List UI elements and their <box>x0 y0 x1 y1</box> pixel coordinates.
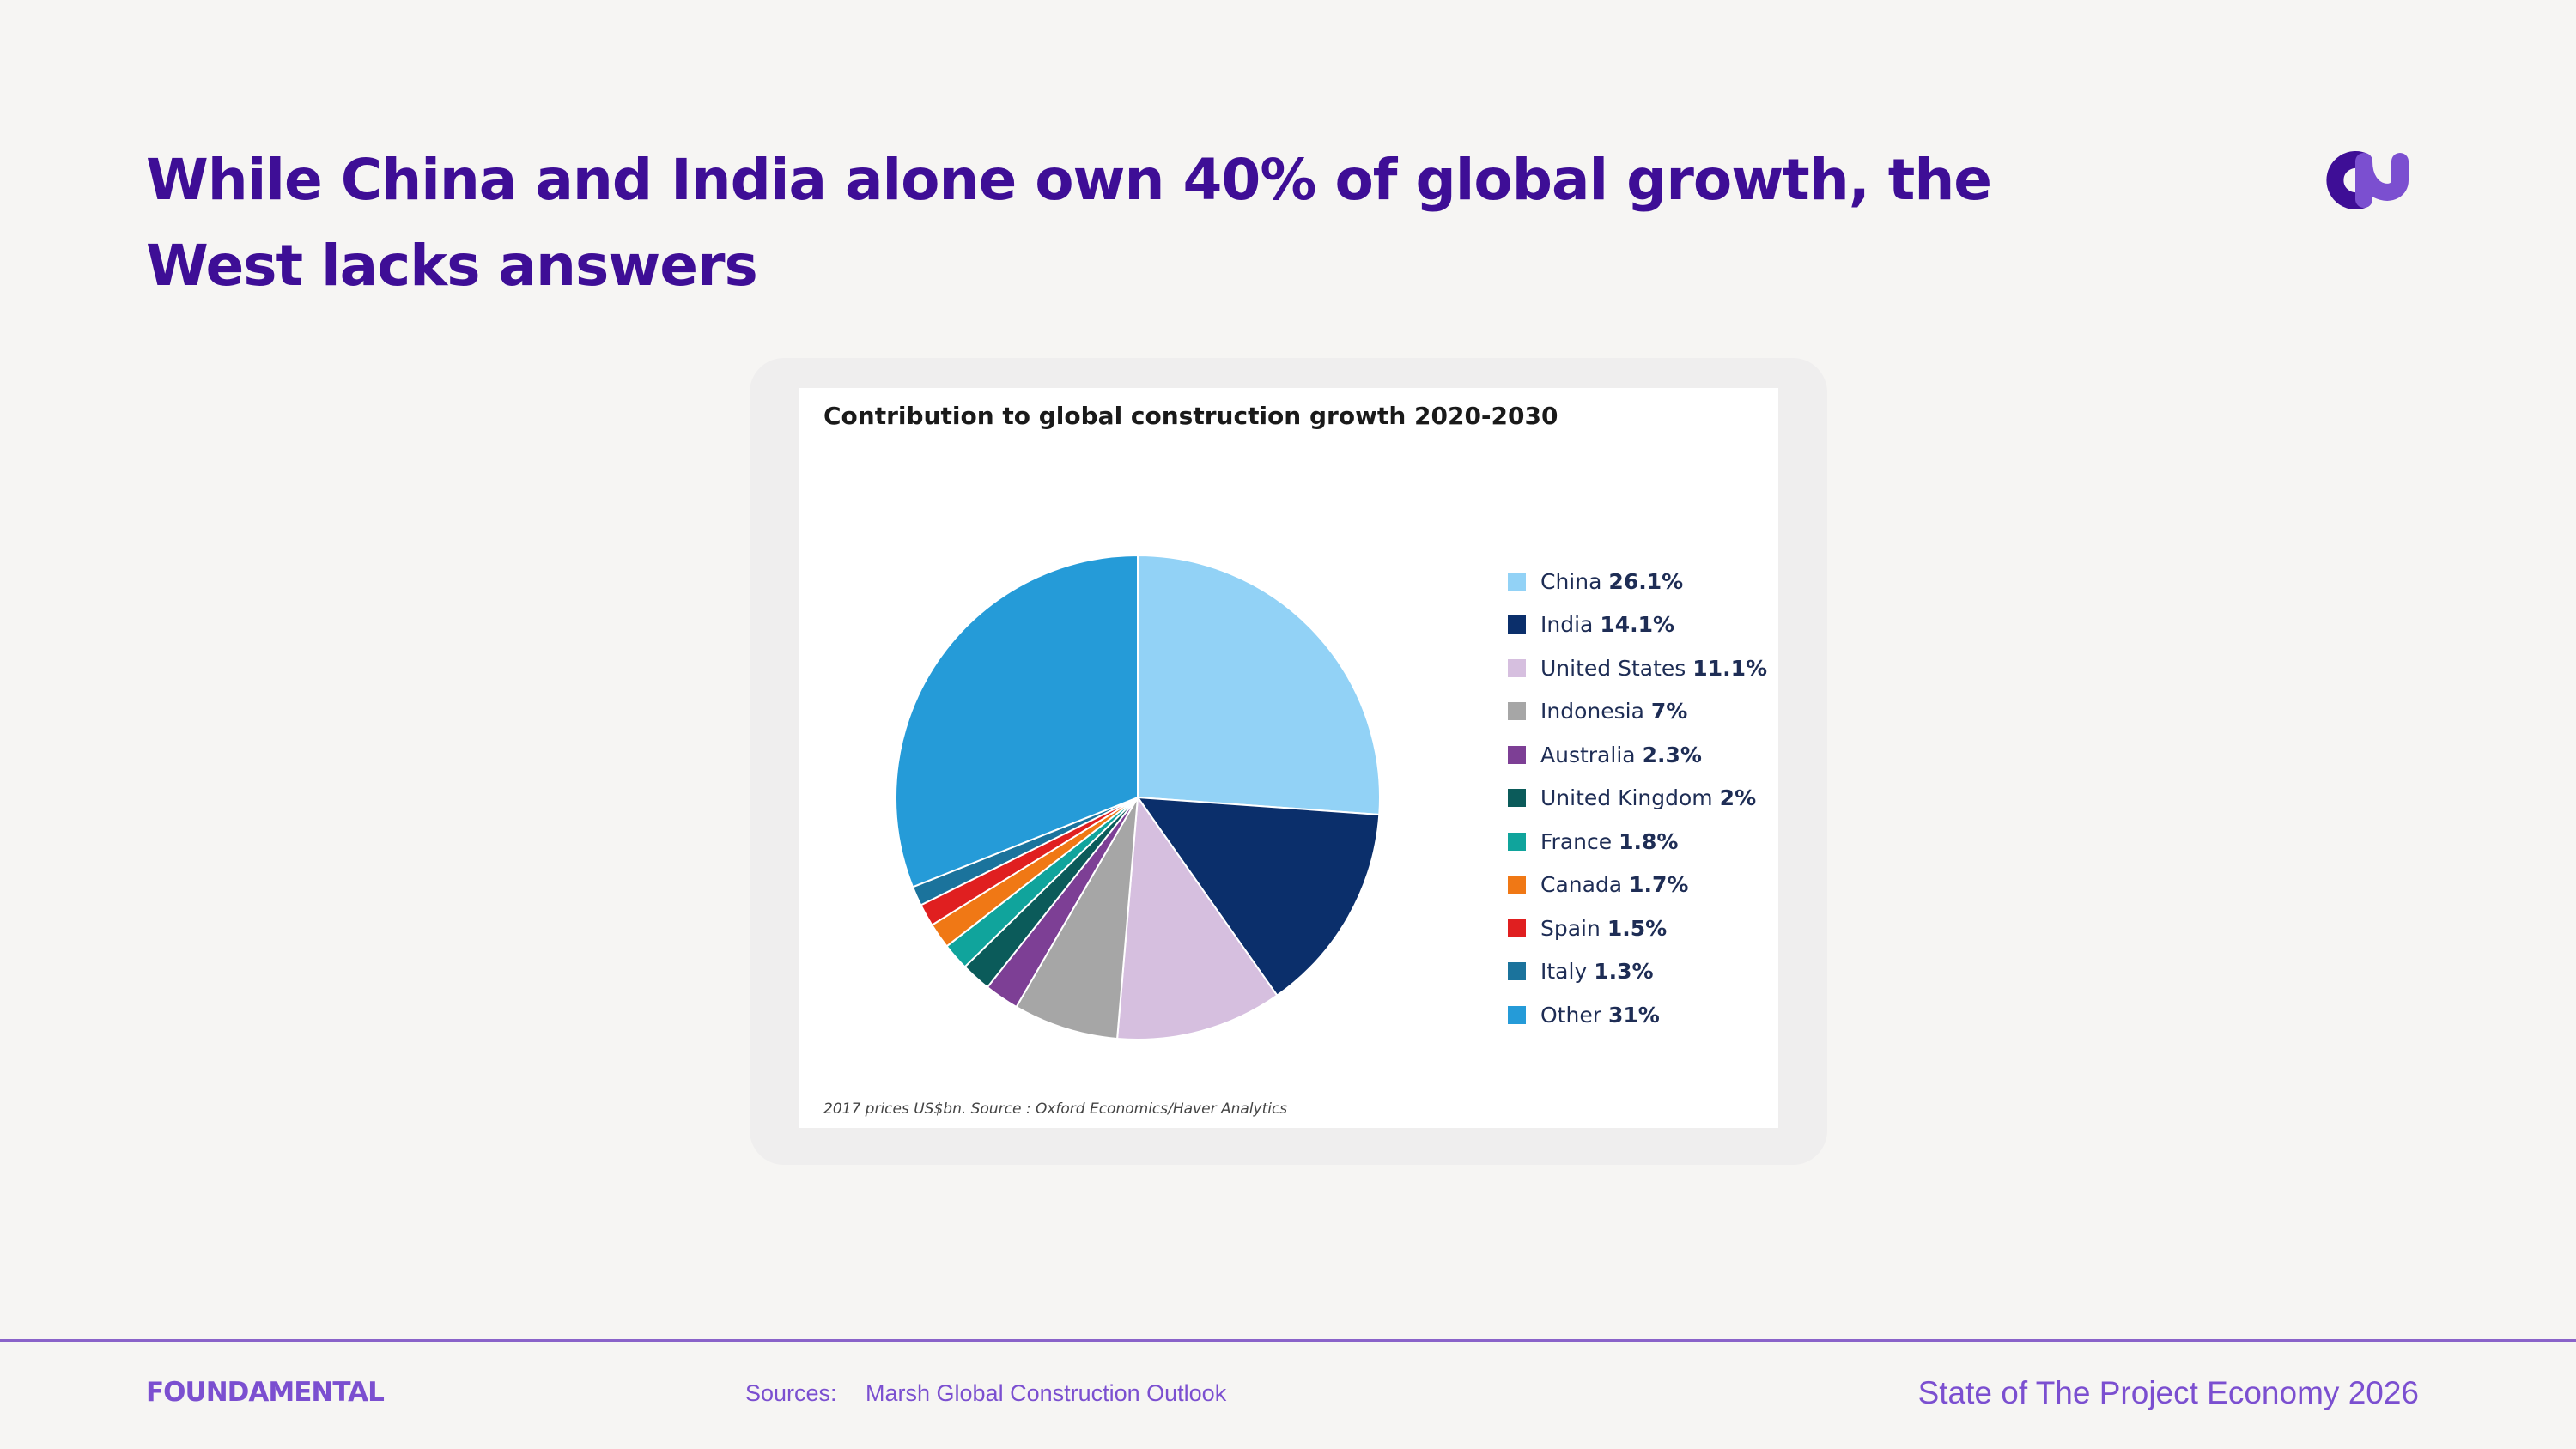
footer-divider <box>0 1339 2576 1342</box>
sources-value: Marsh Global Construction Outlook <box>866 1380 1227 1406</box>
legend-value: 14.1% <box>1600 612 1675 638</box>
legend-label: Canada <box>1540 872 1623 898</box>
legend-item-china: China 26.1% <box>1508 560 1767 603</box>
legend-value: 1.3% <box>1594 959 1654 985</box>
pie-slice-other <box>895 554 1139 888</box>
legend-item-other: Other 31% <box>1508 993 1767 1037</box>
chart-title: Contribution to global construction grow… <box>823 402 1558 430</box>
pie-slice-china <box>1137 554 1381 816</box>
legend-item-france: France 1.8% <box>1508 820 1767 864</box>
brand-logo: FOUNDAMENTAL <box>146 1377 385 1408</box>
legend-label: France <box>1540 828 1613 854</box>
sources-label: Sources: <box>745 1380 837 1406</box>
legend-label: India <box>1540 612 1594 638</box>
legend-swatch <box>1508 615 1526 634</box>
brand-mark-icon <box>2326 151 2409 209</box>
legend-value: 11.1% <box>1692 655 1768 681</box>
chart-legend: China 26.1% India 14.1% United States 11.1% In… <box>1508 560 1767 1037</box>
legend-swatch <box>1508 572 1526 591</box>
legend-swatch <box>1508 658 1526 677</box>
legend-value: 26.1% <box>1608 568 1684 594</box>
legend-value: 7% <box>1650 699 1688 724</box>
legend-value: 1.5% <box>1607 915 1668 941</box>
legend-value: 2.3% <box>1642 742 1702 767</box>
legend-label: Indonesia <box>1540 699 1644 724</box>
chart-panel: Contribution to global construction grow… <box>799 388 1778 1128</box>
legend-swatch <box>1508 702 1526 721</box>
legend-item-indonesia: Indonesia 7% <box>1508 690 1767 734</box>
legend-swatch <box>1508 919 1526 937</box>
slide-headline: While China and India alone own 40% of g… <box>146 147 1992 299</box>
legend-item-italy: Italy 1.3% <box>1508 950 1767 994</box>
legend-value: 1.7% <box>1629 872 1689 898</box>
legend-label: Italy <box>1540 959 1588 985</box>
pie-slice-india <box>1135 796 1381 997</box>
legend-value: 31% <box>1607 1002 1660 1028</box>
legend-item-canada: Canada 1.7% <box>1508 864 1767 907</box>
legend-label: United Kingdom <box>1540 785 1713 811</box>
legend-label: Australia <box>1540 742 1636 767</box>
report-title: State of The Project Economy 2026 <box>1917 1375 2419 1410</box>
legend-swatch <box>1508 962 1526 981</box>
legend-value: 2% <box>1719 785 1757 811</box>
legend-swatch <box>1508 789 1526 808</box>
pie-slice-united-states <box>1115 795 1279 1040</box>
pie-chart <box>895 554 1381 1040</box>
legend-item-united-kingdom: United Kingdom 2% <box>1508 777 1767 821</box>
legend-item-spain: Spain 1.5% <box>1508 906 1767 950</box>
legend-item-united-states: United States 11.1% <box>1508 646 1767 690</box>
legend-label: United States <box>1540 655 1686 681</box>
legend-label: Spain <box>1540 915 1601 941</box>
legend-swatch <box>1508 745 1526 764</box>
legend-item-india: India 14.1% <box>1508 603 1767 647</box>
legend-swatch <box>1508 832 1526 851</box>
legend-swatch <box>1508 1005 1526 1024</box>
legend-swatch <box>1508 876 1526 894</box>
legend-value: 1.8% <box>1619 828 1679 854</box>
legend-label: China <box>1540 568 1602 594</box>
legend-item-australia: Australia 2.3% <box>1508 733 1767 777</box>
legend-label: Other <box>1540 1002 1601 1028</box>
pie-slice-indonesia <box>1015 797 1139 1040</box>
chart-source-note: 2017 prices US$bn. Source : Oxford Econo… <box>823 1100 1288 1118</box>
